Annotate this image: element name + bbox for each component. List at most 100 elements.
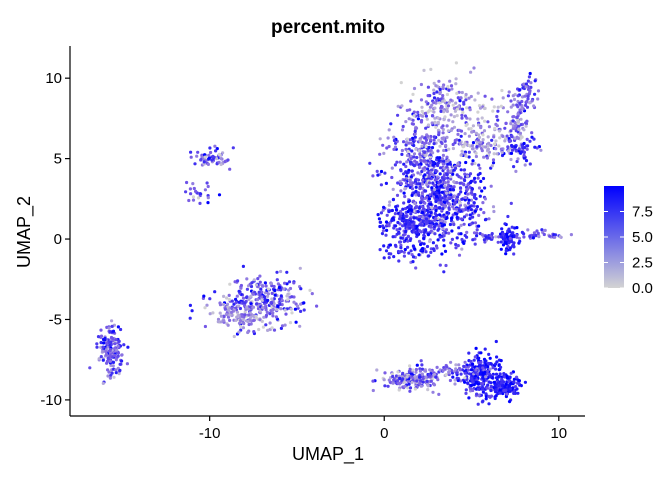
data-point [415,182,419,186]
data-point [515,159,519,164]
data-point [254,283,259,287]
y-axis-label: UMAP_2 [14,196,35,268]
data-point [188,187,192,191]
data-point [473,221,478,225]
data-point [441,85,445,89]
data-point [417,239,422,243]
data-point [498,391,502,395]
data-point [535,229,539,233]
data-point [476,387,480,391]
data-point [391,381,395,385]
data-point [219,320,223,324]
data-point [232,334,236,339]
data-point [489,384,493,389]
data-point [442,178,446,182]
data-point [518,131,523,135]
data-point [419,201,423,205]
data-point [270,326,274,330]
data-point [514,149,518,153]
data-point [463,195,468,200]
data-point [414,367,418,372]
data-point [463,132,467,136]
data-point [408,386,413,390]
data-point [477,135,482,139]
data-point [225,296,229,300]
data-point [447,196,451,200]
data-point [478,166,482,170]
data-point [272,328,277,332]
data-point [451,205,455,209]
data-point [444,263,448,268]
data-point [516,112,520,116]
data-point [476,382,480,386]
data-point [411,92,415,96]
data-point [455,107,459,111]
data-point [299,287,303,291]
data-point [500,227,504,231]
data-point [117,339,121,343]
data-point [396,181,400,185]
data-point [452,115,456,119]
data-point [403,178,407,182]
data-point [455,91,459,95]
data-point [452,125,457,129]
data-point [184,190,188,194]
data-point [438,213,442,217]
data-point [228,318,232,322]
data-point [486,120,490,124]
data-point [513,145,518,149]
data-point [412,164,416,168]
data-point [487,141,491,145]
data-point [462,183,466,187]
data-point [185,180,189,185]
data-point [397,211,401,215]
data-point [475,205,479,209]
data-point [524,85,528,89]
data-point [383,384,387,388]
data-point [469,127,473,131]
data-point [482,238,486,242]
data-point [428,193,432,197]
data-point [466,174,470,178]
data-point [423,201,427,205]
data-point [436,156,440,160]
data-point [458,99,462,103]
data-point [493,126,497,130]
data-point [449,193,453,197]
data-point [467,198,471,202]
data-point [470,144,475,148]
data-point [408,138,412,142]
data-point [471,388,475,393]
data-point [234,318,238,322]
data-point [99,355,103,359]
data-point [191,195,195,199]
data-point [388,243,392,247]
data-point [399,189,403,193]
data-point [114,338,118,342]
data-point [431,114,435,118]
data-point [436,120,440,124]
data-point [433,178,437,182]
data-point [477,361,481,365]
data-point [537,235,541,239]
data-point [430,206,434,210]
data-point [425,195,429,199]
data-point [507,139,512,144]
data-point [433,120,437,124]
data-point [404,120,408,124]
data-point [405,375,409,379]
data-point [420,363,424,367]
data-point [215,157,219,161]
data-point [191,182,195,186]
data-point [528,139,532,143]
data-point [558,235,562,239]
data-point [445,155,449,159]
data-point [378,152,382,156]
data-point [402,162,406,166]
data-point [241,296,246,300]
data-point [481,138,485,142]
data-point [535,146,539,150]
data-point [425,213,429,217]
data-point [494,362,498,366]
data-point [119,327,123,332]
